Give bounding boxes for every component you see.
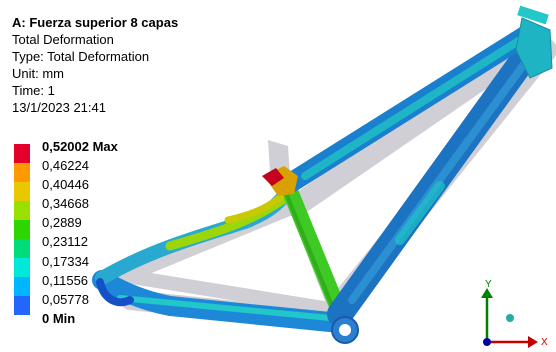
- result-unit: Unit: mm: [12, 66, 64, 81]
- triad-y-label: Y: [485, 279, 492, 290]
- result-date: 13/1/2023 21:41: [12, 100, 106, 115]
- legend-color-bar: [14, 144, 30, 315]
- down-tube-light: [348, 52, 534, 304]
- legend-labels: 0,52002 Max 0,46224 0,40446 0,34668 0,28…: [42, 137, 118, 328]
- legend-label: 0,40446: [42, 177, 89, 193]
- legend-swatch-7: [14, 258, 30, 277]
- chainstay-highlight: [117, 295, 333, 321]
- result-info-panel: A: Fuerza superior 8 capas Total Deforma…: [12, 14, 178, 116]
- head-tube: [515, 17, 553, 79]
- legend-max-label: 0,52002 Max: [42, 139, 118, 154]
- legend-swatch-6: [14, 239, 30, 258]
- legend-min-label: 0 Min: [42, 310, 76, 326]
- legend-swatch-9: [14, 296, 30, 315]
- triad-x-label: X: [541, 337, 548, 348]
- legend-swatch-1: [14, 144, 30, 163]
- seat-tube: [280, 178, 350, 326]
- undeformed-shadow: [100, 31, 556, 332]
- legend-label: 0,17334: [42, 253, 89, 269]
- down-tube-cyan: [395, 181, 445, 245]
- head-tube-top: [517, 5, 549, 25]
- legend-label: 0,05778: [42, 291, 89, 307]
- rear-dropout: [96, 278, 134, 307]
- result-name: Total Deformation: [12, 32, 114, 47]
- seatstay-top: [224, 188, 290, 224]
- legend-swatch-3: [14, 182, 30, 201]
- seat-cluster-max: [262, 168, 284, 186]
- legend-swatch-2: [14, 163, 30, 182]
- legend-label: 0,34668: [42, 196, 89, 212]
- legend-swatch-4: [14, 201, 30, 220]
- seatstay: [95, 177, 299, 285]
- legend-label: 0,46224: [42, 158, 89, 174]
- result-type: Type: Total Deformation: [12, 49, 150, 64]
- analysis-title: A: Fuerza superior 8 capas: [12, 15, 179, 30]
- coordinate-triad: Y X: [481, 279, 548, 348]
- legend-label: 0,11556: [42, 272, 89, 288]
- legend-swatch-5: [14, 220, 30, 239]
- legend-label: 0,2889: [42, 215, 82, 231]
- bottom-bracket-hole: [339, 324, 351, 336]
- seat-tube-shade: [282, 186, 340, 322]
- result-time: Time: 1: [12, 83, 55, 98]
- legend-label: 0,23112: [42, 234, 89, 250]
- legend-swatch-8: [14, 277, 30, 296]
- chainstay: [92, 270, 340, 332]
- top-tube-cyan: [301, 36, 524, 180]
